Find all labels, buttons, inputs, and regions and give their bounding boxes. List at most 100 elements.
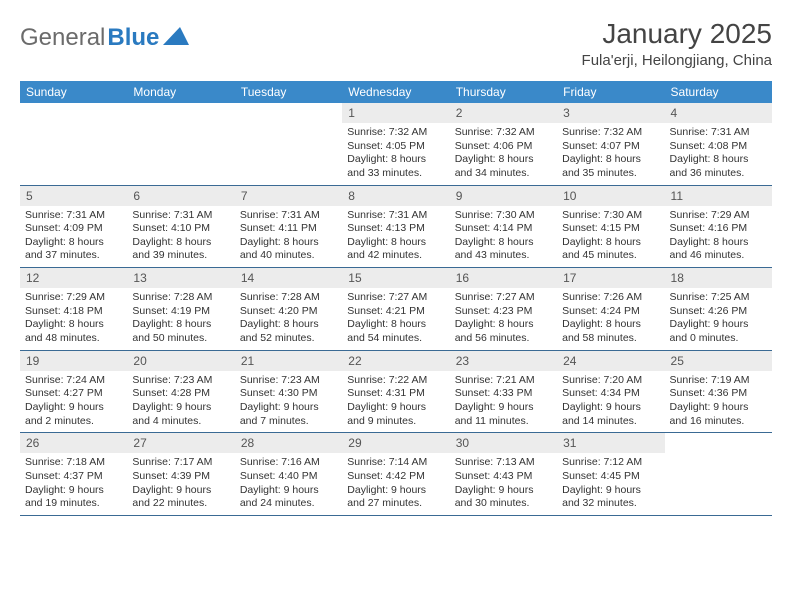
calendar-day-cell: 29Sunrise: 7:14 AMSunset: 4:42 PMDayligh… (342, 433, 449, 516)
day-header: Sunday (20, 81, 127, 103)
day-details: Sunrise: 7:17 AMSunset: 4:39 PMDaylight:… (127, 453, 234, 515)
calendar-day-cell: 14Sunrise: 7:28 AMSunset: 4:20 PMDayligh… (235, 268, 342, 351)
calendar-day-cell: 28Sunrise: 7:16 AMSunset: 4:40 PMDayligh… (235, 433, 342, 516)
calendar-day-cell: 10Sunrise: 7:30 AMSunset: 4:15 PMDayligh… (557, 185, 664, 268)
calendar-day-cell: 8Sunrise: 7:31 AMSunset: 4:13 PMDaylight… (342, 185, 449, 268)
day-details: Sunrise: 7:13 AMSunset: 4:43 PMDaylight:… (450, 453, 557, 515)
calendar-day-cell: 27Sunrise: 7:17 AMSunset: 4:39 PMDayligh… (127, 433, 234, 516)
day-details: Sunrise: 7:32 AMSunset: 4:05 PMDaylight:… (342, 123, 449, 185)
day-number: 21 (235, 351, 342, 371)
day-details: Sunrise: 7:20 AMSunset: 4:34 PMDaylight:… (557, 371, 664, 433)
calendar-day-cell: 20Sunrise: 7:23 AMSunset: 4:28 PMDayligh… (127, 350, 234, 433)
day-number: 20 (127, 351, 234, 371)
day-number: 9 (450, 186, 557, 206)
calendar-day-cell: 15Sunrise: 7:27 AMSunset: 4:21 PMDayligh… (342, 268, 449, 351)
calendar-day-cell: 21Sunrise: 7:23 AMSunset: 4:30 PMDayligh… (235, 350, 342, 433)
logo-text-b: Blue (107, 24, 159, 52)
day-header: Friday (557, 81, 664, 103)
calendar-day-cell (127, 103, 234, 185)
day-number: 1 (342, 103, 449, 123)
calendar-day-cell (235, 103, 342, 185)
title-block: January 2025 Fula'erji, Heilongjiang, Ch… (582, 18, 772, 69)
calendar-day-cell: 16Sunrise: 7:27 AMSunset: 4:23 PMDayligh… (450, 268, 557, 351)
calendar-day-cell: 7Sunrise: 7:31 AMSunset: 4:11 PMDaylight… (235, 185, 342, 268)
calendar-day-cell: 26Sunrise: 7:18 AMSunset: 4:37 PMDayligh… (20, 433, 127, 516)
calendar-day-cell: 19Sunrise: 7:24 AMSunset: 4:27 PMDayligh… (20, 350, 127, 433)
calendar-body: 1Sunrise: 7:32 AMSunset: 4:05 PMDaylight… (20, 103, 772, 515)
day-details: Sunrise: 7:18 AMSunset: 4:37 PMDaylight:… (20, 453, 127, 515)
calendar-day-cell: 11Sunrise: 7:29 AMSunset: 4:16 PMDayligh… (665, 185, 772, 268)
day-number: 31 (557, 433, 664, 453)
calendar-day-cell: 24Sunrise: 7:20 AMSunset: 4:34 PMDayligh… (557, 350, 664, 433)
day-header: Wednesday (342, 81, 449, 103)
day-number: 30 (450, 433, 557, 453)
day-number: 11 (665, 186, 772, 206)
calendar-day-cell: 17Sunrise: 7:26 AMSunset: 4:24 PMDayligh… (557, 268, 664, 351)
calendar-week-row: 5Sunrise: 7:31 AMSunset: 4:09 PMDaylight… (20, 185, 772, 268)
day-number: 27 (127, 433, 234, 453)
calendar-day-cell (20, 103, 127, 185)
calendar-day-cell: 13Sunrise: 7:28 AMSunset: 4:19 PMDayligh… (127, 268, 234, 351)
day-details: Sunrise: 7:16 AMSunset: 4:40 PMDaylight:… (235, 453, 342, 515)
calendar-day-cell: 4Sunrise: 7:31 AMSunset: 4:08 PMDaylight… (665, 103, 772, 185)
day-number: 26 (20, 433, 127, 453)
day-number: 10 (557, 186, 664, 206)
day-details: Sunrise: 7:29 AMSunset: 4:18 PMDaylight:… (20, 288, 127, 350)
calendar-day-cell: 22Sunrise: 7:22 AMSunset: 4:31 PMDayligh… (342, 350, 449, 433)
day-number: 13 (127, 268, 234, 288)
day-details: Sunrise: 7:23 AMSunset: 4:30 PMDaylight:… (235, 371, 342, 433)
day-details: Sunrise: 7:31 AMSunset: 4:13 PMDaylight:… (342, 206, 449, 268)
calendar-day-cell: 25Sunrise: 7:19 AMSunset: 4:36 PMDayligh… (665, 350, 772, 433)
calendar-day-cell: 1Sunrise: 7:32 AMSunset: 4:05 PMDaylight… (342, 103, 449, 185)
day-details: Sunrise: 7:30 AMSunset: 4:15 PMDaylight:… (557, 206, 664, 268)
day-details: Sunrise: 7:12 AMSunset: 4:45 PMDaylight:… (557, 453, 664, 515)
day-details: Sunrise: 7:24 AMSunset: 4:27 PMDaylight:… (20, 371, 127, 433)
day-number: 22 (342, 351, 449, 371)
day-details: Sunrise: 7:31 AMSunset: 4:10 PMDaylight:… (127, 206, 234, 268)
day-header: Thursday (450, 81, 557, 103)
day-details: Sunrise: 7:28 AMSunset: 4:20 PMDaylight:… (235, 288, 342, 350)
logo-text-a: General (20, 24, 105, 52)
day-details: Sunrise: 7:23 AMSunset: 4:28 PMDaylight:… (127, 371, 234, 433)
day-details: Sunrise: 7:25 AMSunset: 4:26 PMDaylight:… (665, 288, 772, 350)
day-number: 16 (450, 268, 557, 288)
day-details: Sunrise: 7:31 AMSunset: 4:09 PMDaylight:… (20, 206, 127, 268)
day-number: 15 (342, 268, 449, 288)
calendar-week-row: 19Sunrise: 7:24 AMSunset: 4:27 PMDayligh… (20, 350, 772, 433)
day-number: 4 (665, 103, 772, 123)
day-details: Sunrise: 7:27 AMSunset: 4:23 PMDaylight:… (450, 288, 557, 350)
day-header: Monday (127, 81, 234, 103)
month-title: January 2025 (582, 18, 772, 50)
day-header: Tuesday (235, 81, 342, 103)
calendar-day-cell: 12Sunrise: 7:29 AMSunset: 4:18 PMDayligh… (20, 268, 127, 351)
day-number: 28 (235, 433, 342, 453)
day-number: 19 (20, 351, 127, 371)
calendar-day-cell: 5Sunrise: 7:31 AMSunset: 4:09 PMDaylight… (20, 185, 127, 268)
day-number: 12 (20, 268, 127, 288)
calendar-day-cell: 3Sunrise: 7:32 AMSunset: 4:07 PMDaylight… (557, 103, 664, 185)
header: GeneralBlue January 2025 Fula'erji, Heil… (20, 18, 772, 69)
calendar-week-row: 26Sunrise: 7:18 AMSunset: 4:37 PMDayligh… (20, 433, 772, 516)
calendar-page: GeneralBlue January 2025 Fula'erji, Heil… (0, 0, 792, 534)
calendar-table: SundayMondayTuesdayWednesdayThursdayFrid… (20, 81, 772, 516)
day-details: Sunrise: 7:14 AMSunset: 4:42 PMDaylight:… (342, 453, 449, 515)
day-details: Sunrise: 7:31 AMSunset: 4:08 PMDaylight:… (665, 123, 772, 185)
day-number: 2 (450, 103, 557, 123)
day-details: Sunrise: 7:30 AMSunset: 4:14 PMDaylight:… (450, 206, 557, 268)
calendar-day-cell: 23Sunrise: 7:21 AMSunset: 4:33 PMDayligh… (450, 350, 557, 433)
calendar-day-cell: 6Sunrise: 7:31 AMSunset: 4:10 PMDaylight… (127, 185, 234, 268)
day-details: Sunrise: 7:32 AMSunset: 4:07 PMDaylight:… (557, 123, 664, 185)
day-number: 14 (235, 268, 342, 288)
day-number: 17 (557, 268, 664, 288)
calendar-week-row: 1Sunrise: 7:32 AMSunset: 4:05 PMDaylight… (20, 103, 772, 185)
calendar-day-cell: 30Sunrise: 7:13 AMSunset: 4:43 PMDayligh… (450, 433, 557, 516)
day-number: 8 (342, 186, 449, 206)
day-details: Sunrise: 7:26 AMSunset: 4:24 PMDaylight:… (557, 288, 664, 350)
day-number: 24 (557, 351, 664, 371)
day-number: 25 (665, 351, 772, 371)
location: Fula'erji, Heilongjiang, China (582, 52, 772, 69)
day-details: Sunrise: 7:31 AMSunset: 4:11 PMDaylight:… (235, 206, 342, 268)
day-number: 18 (665, 268, 772, 288)
day-number: 7 (235, 186, 342, 206)
calendar-day-cell: 31Sunrise: 7:12 AMSunset: 4:45 PMDayligh… (557, 433, 664, 516)
